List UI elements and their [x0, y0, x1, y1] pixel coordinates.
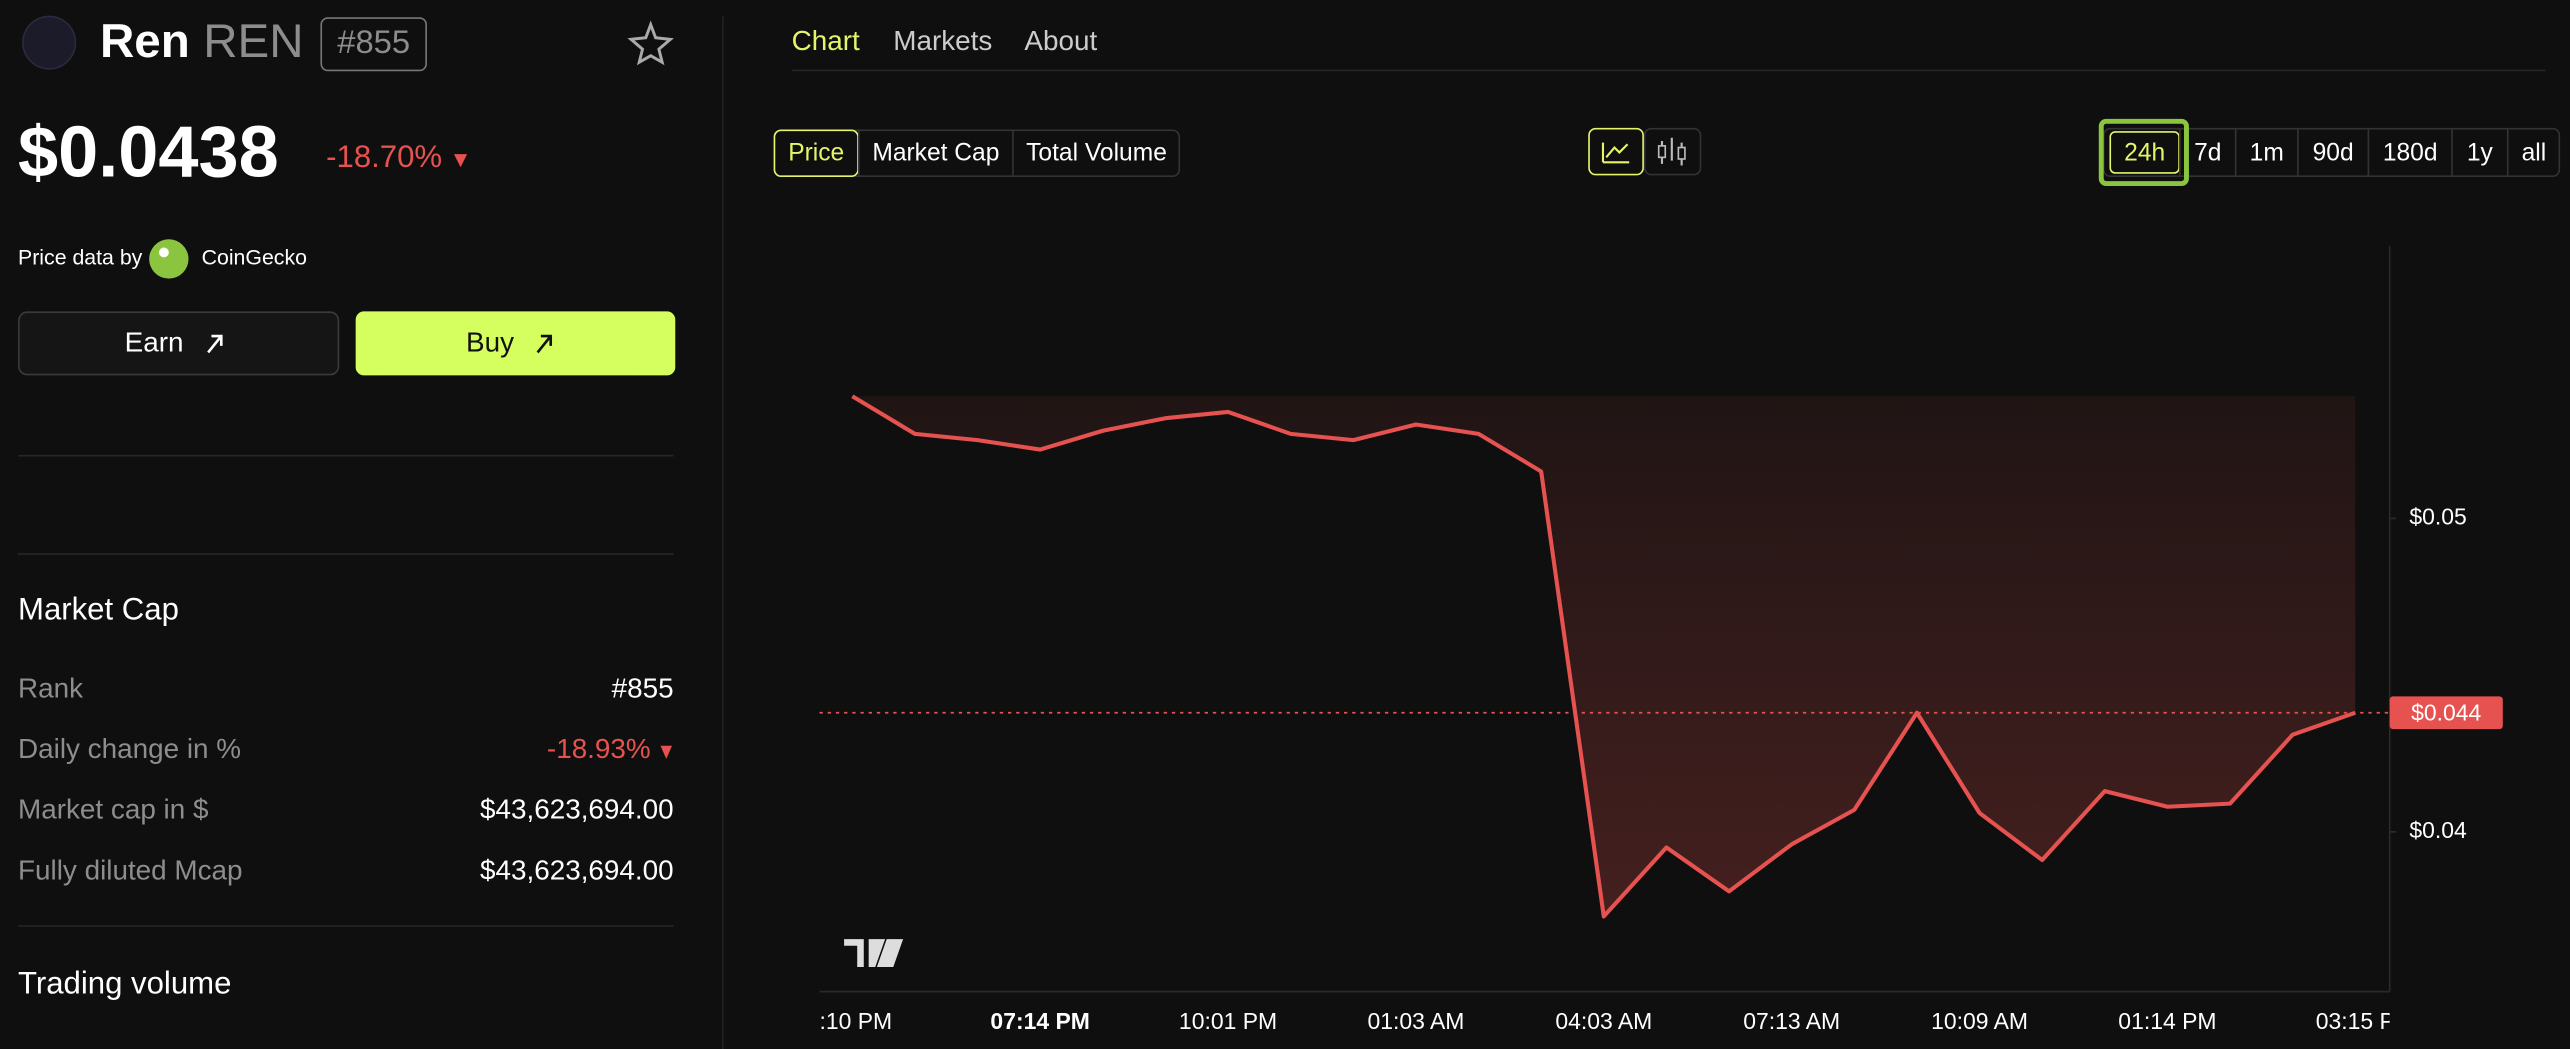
earn-arrow [207, 334, 223, 354]
row-label: Fully diluted Mcap [18, 854, 243, 885]
coingecko-logo [149, 239, 189, 279]
price-series [851, 394, 2356, 919]
range-option[interactable]: all [2522, 140, 2547, 167]
tabs: Chart Markets About [792, 25, 1098, 56]
range-option[interactable]: 90d [2313, 140, 2354, 167]
x-tick-label: 10:09 AM [1931, 1008, 2028, 1034]
source-provider[interactable]: CoinGecko [202, 246, 307, 270]
price-badge [2389, 696, 2503, 730]
rank-badge [320, 17, 427, 72]
y-tick-label: $0.05 [2409, 504, 2466, 530]
toggle-option[interactable]: Price [788, 140, 844, 167]
range-option[interactable]: 1m [2250, 140, 2284, 167]
x-tick-label: 01:03 AM [1367, 1008, 1464, 1034]
down-arrow [660, 745, 673, 759]
area [852, 396, 2356, 917]
price-change: -18.70% [326, 139, 442, 174]
price-badge-label: $0.044 [2411, 699, 2481, 725]
x-tick-label: :10 PM [820, 1008, 893, 1034]
row-value: #855 [612, 672, 674, 703]
range-option[interactable]: 180d [2383, 140, 2438, 167]
tradingview-logo [844, 939, 904, 968]
x-tick-label: 07:14 PM [990, 1008, 1089, 1034]
range-option[interactable]: 7d [2194, 140, 2221, 167]
tab[interactable]: Markets [893, 25, 992, 56]
row-label: Daily change in % [18, 733, 241, 764]
metric-toggle: Price Market Cap Total Volume [773, 129, 1181, 178]
range-option[interactable]: 1y [2467, 140, 2494, 167]
row-label: Market cap in $ [18, 794, 209, 825]
toggle-option[interactable]: Market Cap [872, 140, 999, 167]
market-cap-rows: Rank #855 Daily change in % -18.93% Market c… [18, 672, 674, 885]
row-value: $43,623,694.00 [480, 854, 674, 885]
row-value: $43,623,694.00 [480, 794, 674, 825]
y-tick-label: $0.04 [2409, 817, 2467, 843]
tab[interactable]: About [1024, 25, 1097, 56]
tab[interactable]: Chart [792, 25, 860, 56]
candle-icon [1677, 146, 1686, 160]
section-title: Market Cap [18, 592, 179, 627]
favorite-star[interactable] [627, 20, 674, 66]
toggle-option[interactable]: Total Volume [1026, 140, 1167, 167]
x-tick-label: 07:13 AM [1743, 1008, 1840, 1034]
candle-chart-toggle[interactable] [1643, 127, 1702, 176]
row-value: -18.93% [547, 733, 651, 764]
line-icon [1601, 142, 1630, 164]
x-tick-label: 01:14 PM [2118, 1008, 2216, 1034]
down-arrow [454, 154, 468, 168]
x-tick-label: 03:15 P [2316, 1008, 2395, 1034]
line-chart-toggle[interactable] [1588, 127, 1644, 176]
coin-logo [22, 15, 77, 70]
buy-button-label: Buy [466, 327, 514, 358]
current-price: $0.0438 [18, 112, 279, 192]
focus-ring [2098, 118, 2189, 187]
earn-button[interactable] [18, 311, 340, 376]
x-tick-label: 10:01 PM [1179, 1008, 1277, 1034]
x-axis-labels: :10 PM 07:14 PM 10:01 PM 01:03 AM 04:03 AM 07… [820, 1008, 2395, 1034]
source-label: Price data by [18, 246, 143, 270]
buy-button[interactable] [355, 311, 676, 376]
range-toggle: 24h 7d 1m 90d 180d 1y all [2098, 118, 2561, 187]
buy-arrow [536, 334, 553, 354]
candle-icon [1657, 145, 1667, 159]
section-title: Trading volume [18, 965, 231, 1000]
coin-name: Ren [100, 15, 190, 68]
row-label: Rank [18, 672, 83, 703]
coingecko-eye [158, 247, 169, 258]
range-option[interactable]: 24h [2124, 140, 2165, 167]
coin-ticker: REN [203, 15, 303, 68]
price-chart: $0.05 $0.04 $0.044 :10 PM 07:14 PM 10:01 PM 01… [819, 245, 2503, 1034]
x-tick-label: 04:03 AM [1555, 1008, 1652, 1034]
rank-badge-text: #855 [337, 23, 410, 60]
earn-button-label: Earn [125, 327, 184, 358]
